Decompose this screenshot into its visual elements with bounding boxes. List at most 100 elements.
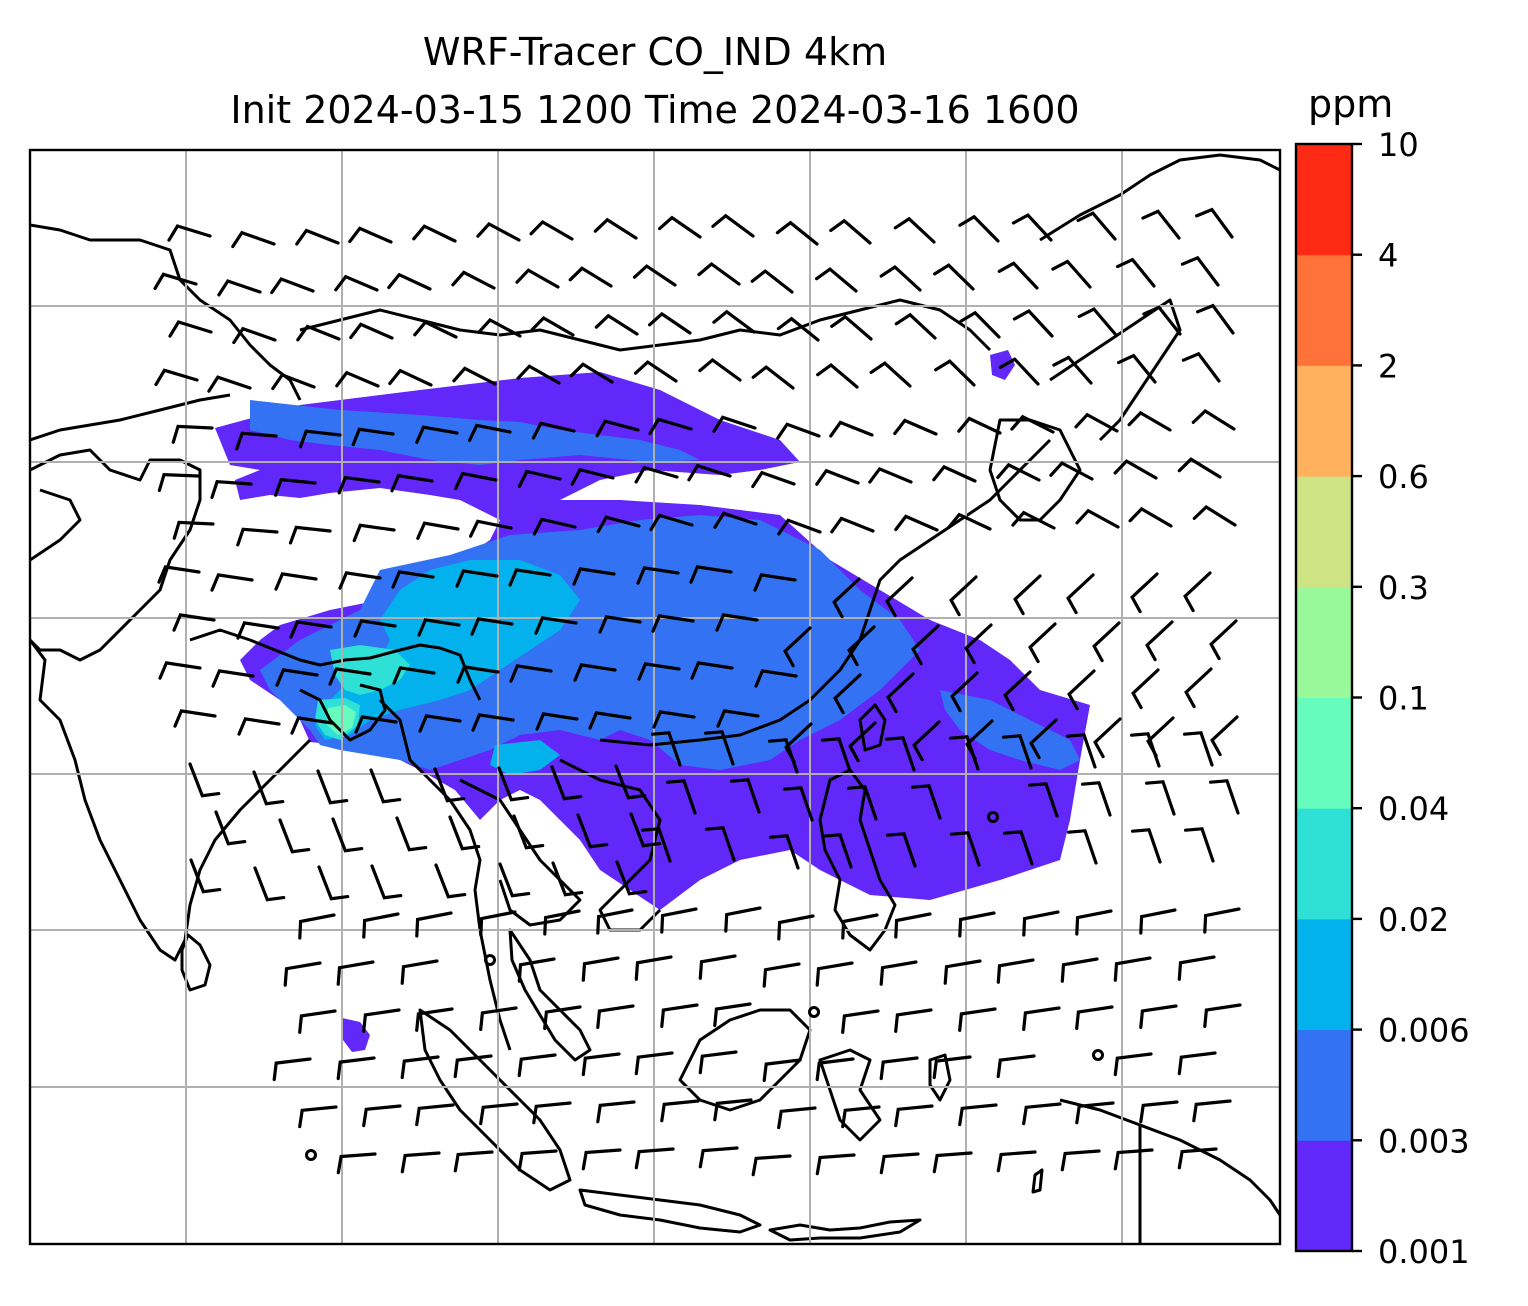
wind-barb [172, 520, 215, 540]
sri-lanka [180, 933, 212, 992]
java [578, 1188, 762, 1234]
wind-barb [349, 322, 394, 340]
wind-barb [1130, 732, 1161, 768]
map-title-line2: Init 2024-03-15 1200 Time 2024-03-16 160… [230, 88, 1080, 132]
wind-barb [1113, 459, 1158, 480]
wind-barb [232, 326, 277, 345]
wind-barb [391, 570, 435, 589]
wind-barb [658, 215, 702, 239]
wind-barb [353, 619, 397, 638]
wind-barb [886, 832, 917, 868]
wind-barb [879, 264, 922, 292]
wind-barb [894, 514, 939, 532]
colorbar-segment [1296, 1029, 1352, 1141]
wind-barb [1139, 908, 1177, 935]
wind-barb [252, 770, 285, 806]
wind-barb [783, 626, 812, 668]
wind-barb [841, 1009, 880, 1034]
wind-barb [847, 785, 878, 821]
wind-barb [354, 715, 398, 734]
wind-barb [468, 423, 512, 442]
wind-barb [1209, 779, 1240, 815]
wind-barb [1191, 408, 1236, 431]
wind-barb [517, 1149, 558, 1172]
wind-barb [412, 224, 457, 243]
wind-barb [298, 913, 336, 940]
wind-barb [476, 222, 521, 242]
wind-barb [370, 864, 403, 900]
colorbar-tick-label: 4 [1378, 237, 1398, 275]
wind-barb [713, 1098, 753, 1122]
colorbar-segment [1296, 365, 1352, 477]
wind-barb [815, 267, 858, 293]
wind-barb [1196, 303, 1235, 335]
wind-barb [1183, 571, 1212, 613]
wind-barb [509, 664, 553, 683]
wind-barb [698, 954, 737, 980]
wind-barb [651, 614, 695, 633]
wind-barb [1075, 909, 1113, 936]
wind-barb [1130, 572, 1159, 614]
malay-peninsula [508, 928, 592, 1062]
wind-barb [762, 962, 801, 988]
wind-barb [512, 814, 545, 850]
wind-barb [455, 569, 499, 588]
wind-barb [596, 1100, 636, 1124]
wind-barb [415, 1103, 455, 1127]
wind-barb [157, 565, 201, 584]
bangladesh-border [299, 683, 387, 742]
wind-barb [1028, 622, 1057, 664]
wind-barb [1074, 412, 1119, 433]
wind-barb [570, 467, 615, 486]
wind-barb [1177, 955, 1216, 981]
wind-barb [1209, 619, 1238, 661]
colorbar-tick-label: 0.1 [1378, 680, 1429, 718]
wind-barb [517, 957, 556, 983]
wind-barb [829, 420, 874, 438]
wind-barb [652, 710, 696, 729]
wind-barb [1077, 307, 1118, 337]
wind-barb [595, 419, 640, 438]
wind-barb [950, 671, 979, 713]
wind-barb [593, 217, 638, 240]
wind-barb [815, 468, 860, 486]
wind-barb [751, 470, 796, 489]
wind-barb [210, 480, 253, 499]
wind-barb [515, 268, 560, 289]
wind-barb [497, 766, 530, 802]
myanmar-border [378, 698, 512, 1051]
wind-barb [833, 673, 862, 715]
wind-barb [1141, 209, 1181, 240]
wind-barb [469, 519, 513, 538]
wind-barb [400, 959, 439, 985]
wind-barb [959, 310, 1001, 339]
wind-barb [1010, 414, 1055, 434]
wind-barb [479, 910, 517, 937]
wind-barb [369, 768, 402, 804]
wind-barb [395, 816, 428, 852]
wind-barb [869, 361, 912, 388]
wind-barb [296, 324, 341, 342]
wind-barb [453, 1150, 494, 1173]
wind-barb [1060, 1149, 1101, 1172]
wind-barb [1203, 907, 1241, 934]
wind-barb [1181, 351, 1221, 383]
thailand-border [459, 778, 582, 927]
wind-barb [1066, 573, 1095, 615]
wind-barb [288, 525, 332, 545]
wind-barb [351, 427, 395, 447]
wind-barb [569, 362, 614, 384]
wind-barb [1184, 667, 1213, 709]
wind-barb [1029, 718, 1058, 760]
wind-barb [698, 1050, 738, 1075]
wind-barb [815, 1057, 855, 1082]
wind-barb [715, 613, 759, 632]
wind-barb [996, 1054, 1036, 1079]
wind-barb [581, 1052, 621, 1077]
wind-barb [237, 717, 281, 736]
wind-barb [754, 669, 798, 688]
wind-barb [581, 1148, 622, 1171]
calm-marker [1092, 1049, 1104, 1061]
wind-barb [581, 956, 620, 982]
